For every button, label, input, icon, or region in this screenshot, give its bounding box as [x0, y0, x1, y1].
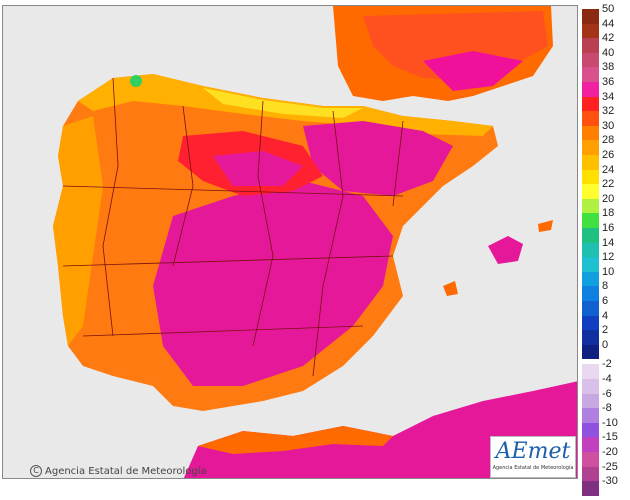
legend-swatch — [582, 228, 599, 243]
legend-label: -30 — [602, 475, 618, 488]
legend-swatch — [582, 437, 599, 452]
legend-label: 22 — [602, 178, 615, 191]
legend-swatch — [582, 67, 599, 82]
legend-swatch — [582, 9, 599, 24]
legend-swatch — [582, 330, 599, 345]
legend-swatch — [582, 23, 599, 39]
north-africa-landmass — [183, 381, 577, 478]
legend-label: 12 — [602, 251, 615, 264]
duero-inner-hot — [213, 151, 303, 186]
legend-swatch — [582, 271, 599, 287]
legend-label: -20 — [602, 446, 618, 458]
ibiza-island — [443, 281, 458, 296]
legend-swatch — [582, 257, 599, 272]
legend-swatch — [582, 169, 599, 185]
legend-label: 24 — [602, 163, 615, 176]
legend-label: -8 — [602, 402, 612, 415]
legend-swatch — [582, 242, 599, 258]
legend-label: -6 — [602, 387, 612, 400]
legend-label: 50 — [602, 3, 615, 15]
legend-label: 10 — [602, 265, 615, 278]
legend-label: 16 — [602, 222, 615, 234]
legend-label: 0 — [602, 338, 609, 351]
color-legend: 50 44 42 40 38 36 34 32 30 28 26 24 22 20 18 16 14 12 10 8 6… — [582, 4, 628, 496]
legend-label: -2 — [602, 358, 612, 371]
legend-swatch — [582, 452, 599, 467]
legend-label: 26 — [602, 149, 615, 161]
legend-label: 6 — [602, 295, 609, 307]
legend-swatch — [582, 315, 599, 331]
legend-label: 2 — [602, 324, 609, 337]
cantabrian-yellow — [203, 88, 363, 118]
copyright-notice: C Agencia Estatal de Meteorología — [30, 465, 207, 477]
legend-swatch — [582, 82, 599, 97]
logo-subtitle: Agencia Estatal de Meteorología — [492, 465, 574, 471]
legend-swatch — [582, 184, 599, 199]
temperature-map — [2, 5, 578, 479]
legend-label: 30 — [602, 119, 615, 132]
legend-label: -15 — [602, 431, 618, 444]
legend-swatch — [582, 96, 599, 112]
legend-swatch — [582, 140, 599, 155]
legend-label: 44 — [602, 17, 615, 30]
copyright-text: Agencia Estatal de Meteorología — [45, 466, 207, 477]
province-borders — [62, 77, 404, 377]
legend-swatch — [582, 364, 599, 379]
legend-label: -25 — [602, 460, 618, 473]
legend-swatch — [582, 379, 599, 394]
legend-label: 8 — [602, 280, 609, 293]
north-africa-coast — [198, 426, 393, 454]
mallorca-island — [488, 236, 523, 264]
legend-label: 42 — [602, 32, 615, 45]
cool-spot — [130, 75, 142, 87]
legend-swatch — [582, 408, 599, 423]
legend-swatch — [582, 52, 599, 68]
menorca-island — [538, 220, 553, 232]
legend-label: 20 — [602, 192, 615, 205]
map-canvas — [3, 6, 577, 478]
logo-text: AEmet — [495, 439, 571, 464]
aemet-logo: AEmet Agencia Estatal de Meteorología — [490, 436, 576, 478]
legend-swatch — [582, 155, 599, 170]
legend-swatch — [582, 393, 599, 409]
legend-label: -4 — [602, 373, 612, 385]
legend-swatch — [582, 481, 599, 496]
legend-label: 14 — [602, 236, 615, 249]
legend-label: 38 — [602, 61, 615, 74]
central-hot-zone — [153, 181, 393, 386]
legend-swatch — [582, 286, 599, 301]
legend-label: 18 — [602, 207, 615, 220]
legend-swatch — [582, 422, 599, 438]
france-magenta-area — [423, 51, 523, 91]
portugal-coast — [53, 116, 103, 346]
legend-swatch — [582, 125, 599, 141]
legend-label: 4 — [602, 309, 609, 322]
copyright-icon: C — [30, 465, 42, 477]
legend-label: 32 — [602, 105, 615, 118]
legend-swatch — [582, 38, 599, 53]
legend-swatch — [582, 466, 599, 482]
legend-label: 40 — [602, 46, 615, 59]
legend-label: -10 — [602, 416, 618, 429]
legend-swatch — [582, 344, 599, 360]
legend-label: 28 — [602, 134, 615, 147]
legend-label: 36 — [602, 76, 615, 88]
legend-swatch — [582, 301, 599, 316]
legend-swatch — [582, 198, 599, 214]
legend-label: 34 — [602, 90, 615, 103]
legend-swatch — [582, 213, 599, 228]
legend-swatch — [582, 111, 599, 126]
